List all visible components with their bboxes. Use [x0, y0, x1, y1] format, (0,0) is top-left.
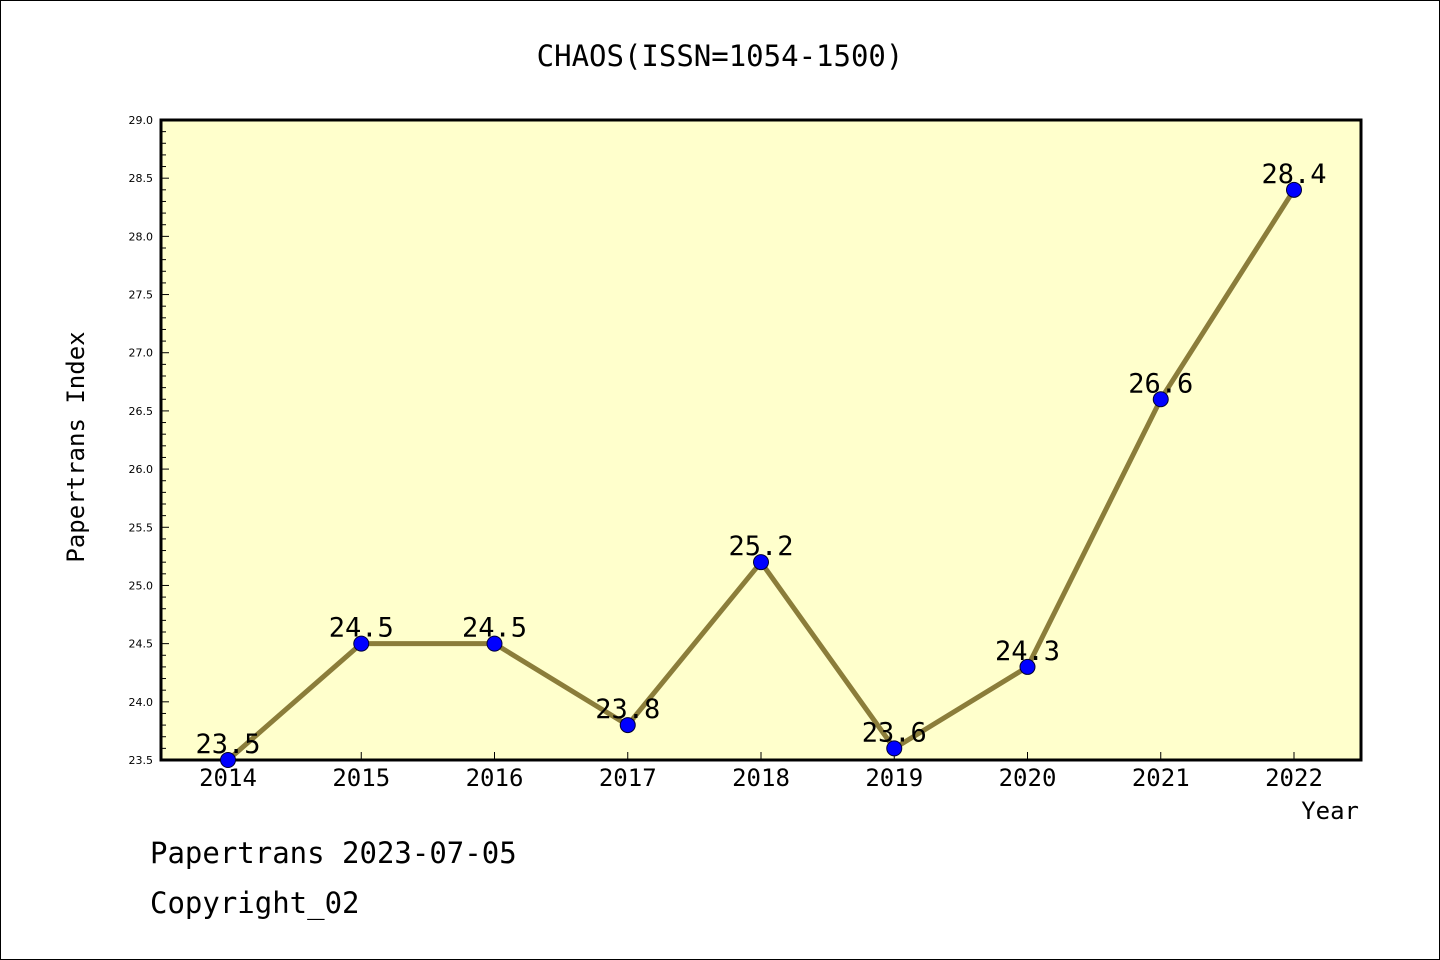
x-tick-label: 2018: [732, 764, 790, 792]
data-label: 23.6: [862, 717, 927, 748]
data-label: 24.5: [329, 613, 394, 644]
data-point: [1286, 181, 1302, 198]
data-label: 28.4: [1261, 159, 1326, 190]
data-point: [1019, 658, 1036, 675]
data-point: [753, 554, 769, 571]
x-axis-ticks: 2014 2015 2016 2017 2018 2019 2020 2021 2022: [199, 752, 1323, 792]
y-tick-label: 28.0: [129, 230, 154, 243]
data-point: [619, 717, 636, 734]
series-layer: [220, 181, 1302, 768]
data-labels-layer: 23.5 24.5 24.5 23.8 25.2 23.6 24.3 26.6 28.4: [195, 159, 1326, 760]
footer-copyright: Copyright_02: [150, 886, 360, 921]
chart-title: CHAOS(ISSN=1054-1500): [537, 39, 904, 73]
data-point: [220, 752, 236, 768]
y-tick-label: 23.5: [129, 754, 154, 767]
x-tick-label: 2016: [466, 764, 524, 792]
data-point: [486, 635, 503, 652]
x-tick-label: 2019: [865, 764, 923, 792]
data-label: 26.6: [1128, 368, 1193, 399]
data-label: 23.5: [195, 729, 260, 760]
data-point: [353, 635, 370, 652]
y-tick-label: 28.5: [129, 172, 154, 185]
data-label: 24.5: [462, 613, 527, 644]
x-tick-label: 2015: [332, 764, 390, 792]
data-point: [886, 740, 903, 757]
x-tick-label: 2017: [599, 764, 657, 792]
y-tick-label: 25.0: [129, 579, 154, 592]
y-axis-ticks: 23.5 24.0 24.5 25.0 25.5 26.0 26.5 27.0 27.5 28.0…: [129, 114, 169, 767]
y-tick-label: 24.0: [129, 696, 154, 709]
x-axis-label: Year: [1301, 797, 1359, 825]
y-tick-label: 27.0: [129, 347, 154, 360]
y-tick-label: 27.5: [129, 289, 154, 302]
data-point: [1152, 391, 1169, 408]
footer-date: Papertrans 2023-07-05: [150, 836, 517, 870]
plot-area: [159, 118, 1363, 762]
data-label: 23.8: [595, 694, 660, 725]
y-tick-label: 26.5: [129, 405, 154, 418]
x-tick-label: 2014: [199, 764, 257, 792]
x-tick-label: 2021: [1132, 764, 1190, 792]
x-tick-label: 2022: [1265, 764, 1323, 792]
y-tick-label: 25.5: [129, 521, 154, 534]
y-tick-label: 26.0: [129, 463, 154, 476]
y-axis-label: Papertrans Index: [62, 331, 90, 562]
x-tick-label: 2020: [999, 764, 1057, 792]
data-label: 25.2: [728, 531, 793, 562]
data-label: 24.3: [995, 636, 1060, 667]
y-tick-label: 24.5: [129, 638, 154, 651]
y-tick-label: 29.0: [129, 114, 154, 127]
